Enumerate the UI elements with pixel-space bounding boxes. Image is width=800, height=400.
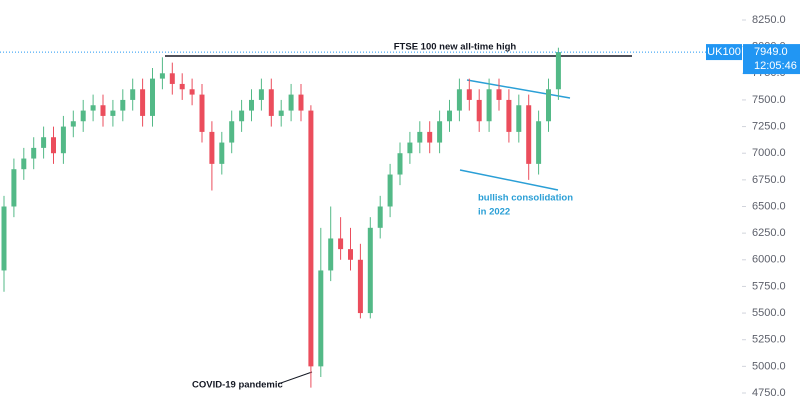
candle-body xyxy=(11,169,17,207)
candle-body xyxy=(90,105,96,111)
y-tick-label: 5000.0 xyxy=(752,360,786,372)
y-tick-label: 6000.0 xyxy=(752,254,786,266)
candle-body xyxy=(51,137,56,154)
y-tick-label: 5750.0 xyxy=(752,280,786,292)
price-tag xyxy=(743,44,800,75)
candle-body xyxy=(288,94,294,111)
candle-body xyxy=(179,83,185,90)
candle-body xyxy=(239,110,245,122)
y-tick-label: 7000.0 xyxy=(752,147,786,159)
candle-body xyxy=(189,89,195,95)
annotation: in 2022 xyxy=(478,207,510,218)
candle-body xyxy=(447,110,452,122)
candle-body xyxy=(466,89,472,100)
candle-body xyxy=(427,131,433,143)
y-tick-label: 6250.0 xyxy=(752,227,786,239)
y-tick-label: 7500.0 xyxy=(752,94,786,106)
candle-body xyxy=(219,142,225,164)
candle-body xyxy=(80,110,86,122)
y-tick-label: 6500.0 xyxy=(752,200,786,212)
candle-body xyxy=(397,153,403,175)
candle-body xyxy=(31,147,37,159)
candle-body xyxy=(60,126,66,154)
candle-body xyxy=(526,105,532,164)
candle-body xyxy=(41,137,47,148)
covid-pointer xyxy=(277,371,313,385)
last-price-label: 7949.0 xyxy=(754,46,788,58)
candle-body xyxy=(357,259,363,314)
channel-lower-line xyxy=(459,169,559,191)
candle-body xyxy=(456,89,462,111)
symbol-label: UK100 xyxy=(707,46,741,58)
candle-body xyxy=(407,142,413,154)
candle-body xyxy=(377,206,383,228)
candle-body xyxy=(209,131,215,164)
candle-body xyxy=(159,73,165,79)
candle-body xyxy=(348,249,353,260)
candle-body xyxy=(100,105,106,116)
channel-upper-line xyxy=(466,79,571,99)
candle-body xyxy=(308,110,314,367)
candle-body xyxy=(506,99,512,132)
y-tick-label: 5250.0 xyxy=(752,334,786,346)
candle-body xyxy=(150,78,155,116)
candle-body xyxy=(199,94,205,132)
candle-body xyxy=(229,121,235,143)
candle-body xyxy=(476,99,482,122)
candle-body xyxy=(338,238,344,250)
candle-body xyxy=(278,110,284,116)
candle-body xyxy=(169,73,175,84)
y-tick-label: 8250.0 xyxy=(752,14,786,26)
candle-body xyxy=(130,89,136,100)
candle-body xyxy=(536,121,542,164)
candle-body xyxy=(318,270,324,367)
y-tick-label: 4750.0 xyxy=(752,387,786,399)
y-tick-label: 7250.0 xyxy=(752,120,786,132)
time-label: 12:05:46 xyxy=(754,60,797,72)
candle-body xyxy=(486,89,492,122)
candle-body xyxy=(1,206,7,271)
candle-body xyxy=(387,174,393,207)
candle-body xyxy=(140,89,146,116)
candle-body xyxy=(367,227,373,314)
y-tick-label: 5500.0 xyxy=(752,307,786,319)
y-tick-label: 6750.0 xyxy=(752,174,786,186)
candle-body xyxy=(249,99,254,111)
candle-body xyxy=(417,131,423,143)
annotation: FTSE 100 new all-time high xyxy=(394,42,517,53)
candle-body xyxy=(21,158,27,170)
candle-body xyxy=(268,89,274,116)
candle-body xyxy=(110,110,116,116)
annotation: bullish consolidation xyxy=(478,193,573,204)
candle-body xyxy=(546,89,551,122)
candle-body xyxy=(496,89,502,100)
candle-body xyxy=(555,52,561,90)
symbol-tag xyxy=(706,44,742,61)
candle-body xyxy=(328,238,334,271)
annotation: COVID-19 pandemic xyxy=(192,380,283,391)
candle-body xyxy=(120,99,126,111)
candle-body xyxy=(70,121,76,127)
candle-body xyxy=(298,94,304,111)
candle-body xyxy=(437,121,443,143)
candle-body xyxy=(516,105,522,132)
candle-body xyxy=(258,89,264,100)
